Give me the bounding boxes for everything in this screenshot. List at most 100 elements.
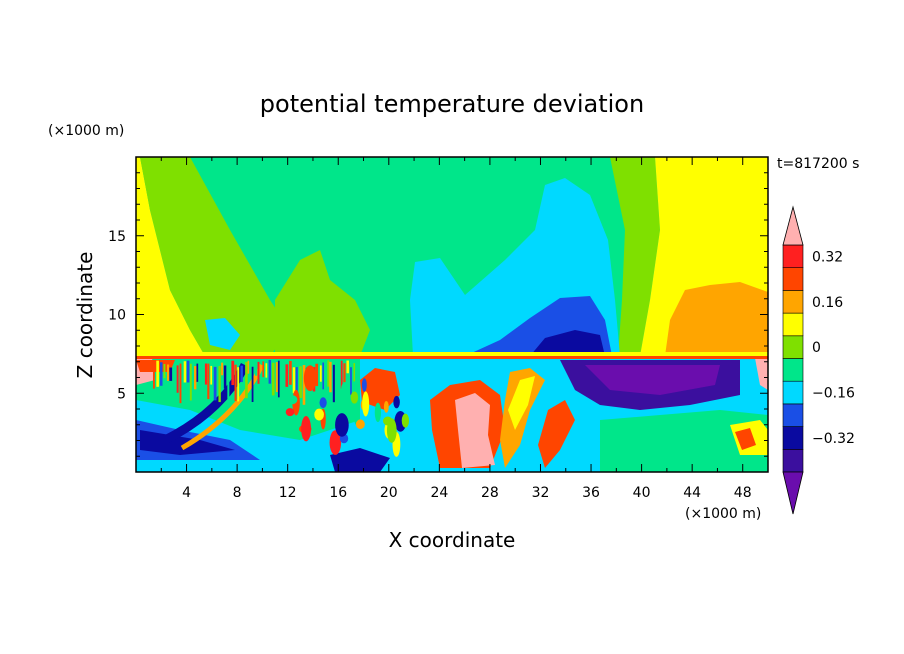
field-region-right-edge-pink [755,358,768,390]
field-stripe [265,363,268,378]
colorbar-band [782,358,804,382]
field-stripe [176,365,179,393]
field-stripe [227,360,230,399]
field-inversion-band-yellow [136,352,768,356]
colorbar-band [782,403,804,427]
field-blob [287,395,298,405]
field-blob [319,397,327,409]
field-blob [355,419,365,430]
colorbar-band [782,244,804,269]
field-stripe [277,360,280,398]
colorbar-band [782,312,804,337]
field-stripe [346,360,349,374]
field-stripe [271,362,275,396]
y-tick-label: 10 [108,308,126,324]
field-stripe [210,365,213,385]
colorbar-tick-label: 0 [812,340,821,356]
x-tick-label: 44 [683,485,701,501]
colorbar-tick-label: 0.16 [812,295,843,311]
field-stripe [315,363,319,387]
x-tick-label: 20 [380,485,398,501]
chart-title: potential temperature deviation [260,90,644,118]
field-region-left-green [140,157,290,356]
field-stripe [152,360,155,389]
y-tick-label: 5 [117,386,126,402]
field-stripe [189,363,192,401]
field-stripe [204,363,208,385]
field-region-small-cyan [205,318,240,350]
field-stripe [262,361,264,378]
field-blob [301,415,312,442]
colorbar-tick-label: −0.32 [812,431,855,447]
field-stripe [302,365,306,405]
field-region-mid-green [275,250,370,356]
x-tick-label: 12 [279,485,297,501]
colorbar-band [782,335,804,359]
field-region-purple-core [585,365,720,395]
field-stripe [327,360,330,387]
field-stripe [221,362,224,376]
field-stripe [251,366,254,403]
field-blob [314,408,324,421]
field-inversion-band-red [136,356,768,359]
x-tick-label: 4 [182,485,191,501]
x-axis-label: X coordinate [389,528,516,552]
field-blob [386,418,397,443]
field-stripe [183,361,187,383]
field-stripe [223,365,227,389]
field-stripe [275,362,278,393]
field-stripe [163,363,166,379]
field-region-right-green [610,157,660,356]
field-blob [335,413,349,437]
colorbar-band [782,290,804,314]
field-stripe [340,360,343,389]
field-region-left-yellow [136,157,205,356]
plot-area [136,157,768,472]
field-stripe [299,366,302,398]
field-blob [329,430,342,455]
x-tick-label: 36 [582,485,600,501]
field-region-bottom-navy [330,448,390,472]
field-stripe [186,360,190,383]
field-stripe [332,364,335,403]
field-stripe [353,363,356,382]
time-label: t=817200 s [777,156,859,172]
field-stripe [247,360,250,374]
field-stripe [350,367,352,395]
field-blob [350,391,359,404]
field-blob [303,365,317,392]
x-tick-label: 24 [430,485,448,501]
field-stripe [268,360,272,384]
colorbar: 0.32 0.16 0 −0.16 −0.32 [782,205,855,515]
field-region-yellow-swirl [508,376,535,430]
x-tick-label: 16 [329,485,347,501]
field-stripe [231,360,235,386]
x-tick-label: 8 [233,485,242,501]
field-stripe [166,364,170,381]
field-blob [374,402,382,423]
field-stripe [329,361,332,393]
field-stripe [213,366,217,401]
field-stripe [245,361,248,399]
field-region-pink-blob [455,393,495,468]
x-axis: 4 8 12 16 20 24 28 32 36 40 44 48 [160,157,752,501]
field-region-arc-navy [162,362,250,445]
y-axis-label: Z coordinate [73,252,97,379]
field-blob [341,382,350,396]
field-blob [361,378,367,392]
field-stripe [292,367,296,394]
x-tick-label: 40 [633,485,651,501]
colorbar-tick-label: −0.16 [812,386,855,402]
field-stripe [196,363,199,382]
field-stripe [343,363,346,383]
y-axis: 5 10 15 [108,172,768,457]
field-stripe [285,364,289,387]
field-stripe [218,365,221,403]
colorbar-band [782,448,804,473]
field-stripe [254,362,258,376]
colorbar-band [782,380,804,405]
field-stripe [199,365,203,389]
y-unit-label: (×1000 m) [48,123,124,139]
field-stripe [257,361,260,384]
